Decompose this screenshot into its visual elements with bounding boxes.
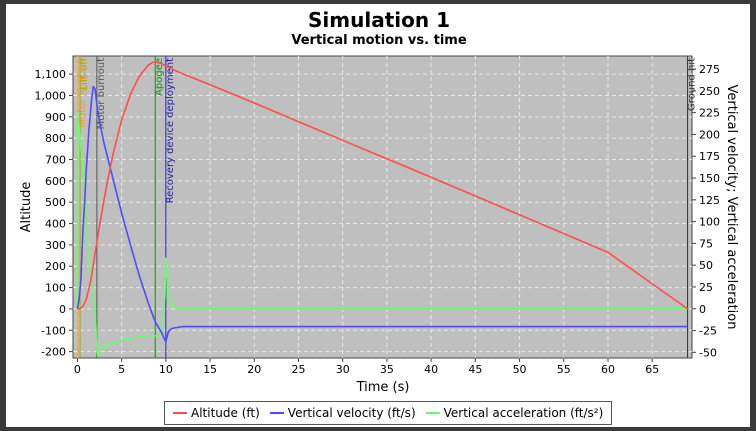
y2-tick-label: 50 [699,259,713,272]
x-tick-label: 45 [468,363,482,376]
series-line-0 [77,60,689,310]
x-tick-label: 60 [601,363,615,376]
y2-tick-label: 25 [699,281,713,294]
series-line-1 [76,85,688,343]
series-line-2 [76,111,688,358]
event-label: Motor burnout [96,58,107,129]
chart-title: Simulation 1 [308,8,450,32]
y2-tick-label: 225 [699,107,720,120]
y-axis-label: Altitude [19,182,34,233]
event-label: Recovery device deployment [165,58,176,203]
y-tick-label: 300 [45,239,66,252]
y-tick-label: 500 [45,196,66,209]
x-tick-label: 15 [203,363,217,376]
x-tick-label: 20 [247,363,261,376]
y2-axis-label: Vertical velocity; Vertical acceleration [724,85,739,330]
y-tick-label: 700 [45,154,66,167]
legend-item-altitude: Altitude (ft) [173,406,260,420]
legend-label: Vertical velocity (ft/s) [287,406,416,420]
x-tick-label: 30 [336,363,350,376]
event-label: Apogee [154,58,165,96]
chart-subtitle: Vertical motion vs. time [291,33,466,48]
y-tick-label: -200 [41,346,66,359]
event-label: Ground hit [687,58,698,111]
y-tick-label: 400 [45,218,66,231]
y2-tick-label: 125 [699,194,720,207]
legend-label: Altitude (ft) [191,406,260,420]
x-tick-label: 5 [118,363,125,376]
grid [73,56,692,358]
y-tick-label: 900 [45,111,66,124]
y-tick-label: 1,100 [35,68,67,81]
chart-frame: Simulation 1 Vertical motion vs. time Mo… [6,4,750,427]
y-tick-label: 800 [45,132,66,145]
chart-svg: Simulation 1 Vertical motion vs. time Mo… [19,8,739,395]
y2-tick-label: 150 [699,172,720,185]
x-tick-label: 40 [424,363,438,376]
legend-item-acceleration: Vertical acceleration (ft/s²) [425,406,604,420]
x-tick-label: 65 [645,363,659,376]
y-tick-label: 0 [59,303,66,316]
y-tick-label: 1,000 [35,89,67,102]
y-tick-label: -100 [41,324,66,337]
y2-tick-label: -50 [699,346,717,359]
y-tick-label: 600 [45,175,66,188]
y-tick-label: 200 [45,260,66,273]
legend-swatch [425,412,440,414]
legend-item-velocity: Vertical velocity (ft/s) [269,406,416,420]
x-tick-label: 0 [74,363,81,376]
event-label: Lift-off [79,57,90,91]
x-axis-label: Time (s) [356,380,410,395]
series-lines [76,60,689,358]
x-tick-label: 10 [159,363,173,376]
y2-tick-label: 275 [699,63,720,76]
x-axis-ticks: 0 5 10 15 20 25 30 35 40 45 50 55 60 65 [74,358,659,376]
y-tick-label: 100 [45,282,66,295]
y2-tick-label: 0 [699,303,706,316]
x-tick-label: 25 [291,363,305,376]
event-label: Motor ignition [77,58,88,127]
x-tick-label: 55 [557,363,571,376]
legend: Altitude (ft) Vertical velocity (ft/s) V… [164,401,613,425]
x-tick-label: 50 [513,363,527,376]
y2-tick-label: 250 [699,85,720,98]
legend-swatch [269,412,284,414]
x-tick-label: 35 [380,363,394,376]
y2-axis-ticks: -50 -25 0 25 50 75 100 125 150 175 200 225 250 275 [692,63,720,359]
y-axis-ticks: -200 -100 0 100 200 300 400 500 600 700 800 900 1,00… [35,68,73,359]
y2-tick-label: 200 [699,128,720,141]
legend-swatch [173,412,187,414]
y2-tick-label: 75 [699,237,713,250]
y2-tick-label: 100 [699,216,720,229]
y2-tick-label: 175 [699,150,720,163]
y2-tick-label: -25 [699,325,717,338]
legend-label: Vertical acceleration (ft/s²) [443,406,604,420]
